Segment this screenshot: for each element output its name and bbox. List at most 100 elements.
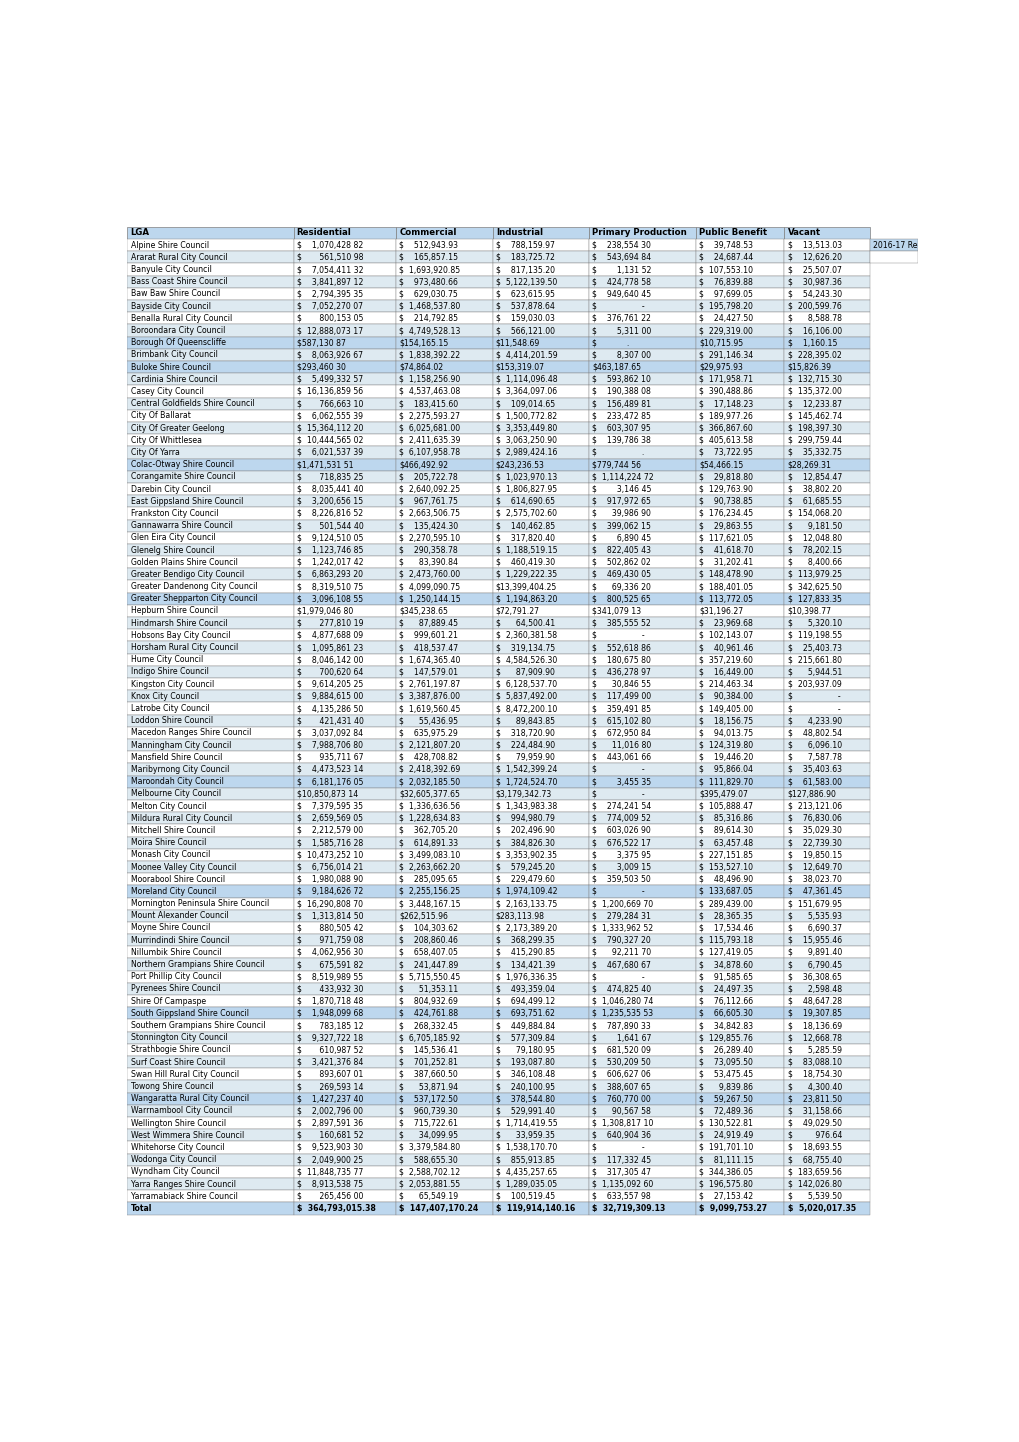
- Text: $                  -: $ -: [592, 1144, 644, 1152]
- Bar: [293, 861, 395, 872]
- Text: $    61,685.55: $ 61,685.55: [787, 496, 841, 506]
- Bar: [695, 763, 784, 776]
- Bar: [784, 825, 869, 836]
- Bar: [784, 581, 869, 593]
- Text: Mildura Rural City Council: Mildura Rural City Council: [130, 813, 231, 823]
- Text: $    24,687.44: $ 24,687.44: [698, 252, 753, 262]
- Bar: [492, 617, 589, 629]
- Bar: [127, 1069, 293, 1080]
- Text: $      65,549.19: $ 65,549.19: [399, 1191, 459, 1201]
- Text: Indigo Shire Council: Indigo Shire Council: [130, 668, 208, 676]
- Text: $  1,188,519.15: $ 1,188,519.15: [495, 545, 556, 555]
- Text: $       610,987 52: $ 610,987 52: [297, 1045, 363, 1054]
- Text: Yarra Ranges Shire Council: Yarra Ranges Shire Council: [130, 1180, 235, 1188]
- Text: $    672,950 84: $ 672,950 84: [592, 728, 650, 737]
- Bar: [293, 593, 395, 604]
- Bar: [293, 751, 395, 763]
- Bar: [293, 1019, 395, 1031]
- Text: Vacant: Vacant: [787, 228, 820, 238]
- Text: $    27,153.42: $ 27,153.42: [698, 1191, 752, 1201]
- Bar: [293, 385, 395, 398]
- Bar: [589, 702, 695, 715]
- Text: $    73,095.50: $ 73,095.50: [698, 1057, 752, 1067]
- Bar: [589, 1129, 695, 1142]
- Bar: [589, 763, 695, 776]
- Bar: [589, 360, 695, 373]
- Bar: [293, 495, 395, 508]
- Text: $10,850,873 14: $10,850,873 14: [297, 789, 358, 799]
- Bar: [589, 1044, 695, 1056]
- Bar: [695, 434, 784, 447]
- Bar: [127, 849, 293, 861]
- Text: $395,479.07: $395,479.07: [698, 789, 747, 799]
- Text: $  133,687.05: $ 133,687.05: [698, 887, 752, 895]
- Text: $      53,871.94: $ 53,871.94: [399, 1082, 459, 1092]
- Bar: [492, 447, 589, 459]
- Bar: [589, 1069, 695, 1080]
- Text: $  130,522.81: $ 130,522.81: [698, 1119, 752, 1128]
- Bar: [492, 738, 589, 751]
- Bar: [492, 264, 589, 275]
- Bar: [589, 1118, 695, 1129]
- Text: $  113,979.25: $ 113,979.25: [787, 570, 841, 578]
- Text: $    8,319,510 75: $ 8,319,510 75: [297, 583, 363, 591]
- Bar: [127, 398, 293, 410]
- Text: $    368,299.35: $ 368,299.35: [495, 936, 554, 945]
- Bar: [395, 800, 492, 812]
- Bar: [784, 872, 869, 885]
- Text: $                  -: $ -: [592, 766, 644, 774]
- Text: $  2,270,595.10: $ 2,270,595.10: [399, 534, 461, 542]
- Text: $      87,909.90: $ 87,909.90: [495, 668, 554, 676]
- Text: $    238,554 30: $ 238,554 30: [592, 241, 650, 249]
- Bar: [395, 373, 492, 385]
- Text: $  2,588,702.12: $ 2,588,702.12: [399, 1168, 461, 1177]
- Text: $  6,128,537.70: $ 6,128,537.70: [495, 679, 556, 689]
- Text: $    8,046,142 00: $ 8,046,142 00: [297, 655, 363, 665]
- Text: $  1,114,224 72: $ 1,114,224 72: [592, 473, 653, 482]
- Bar: [695, 617, 784, 629]
- Bar: [589, 1142, 695, 1154]
- Bar: [492, 1178, 589, 1190]
- Bar: [695, 642, 784, 653]
- Bar: [293, 1031, 395, 1044]
- Text: $    12,649.70: $ 12,649.70: [787, 862, 841, 871]
- Text: $    319,134.75: $ 319,134.75: [495, 643, 554, 652]
- Bar: [293, 872, 395, 885]
- Text: $       893,607 01: $ 893,607 01: [297, 1070, 363, 1079]
- Text: Greater Dandenong City Council: Greater Dandenong City Council: [130, 583, 257, 591]
- Text: Stonnington City Council: Stonnington City Council: [130, 1034, 227, 1043]
- Text: $  132,715.30: $ 132,715.30: [787, 375, 841, 384]
- Text: $  127,419.05: $ 127,419.05: [698, 947, 752, 957]
- Text: $  2,275,593.27: $ 2,275,593.27: [399, 411, 460, 421]
- Text: $    3,200,656 15: $ 3,200,656 15: [297, 496, 363, 506]
- Bar: [293, 336, 395, 349]
- Text: Glenelg Shire Council: Glenelg Shire Council: [130, 545, 214, 555]
- Bar: [589, 459, 695, 470]
- Bar: [784, 1178, 869, 1190]
- Bar: [492, 1142, 589, 1154]
- Text: $    855,913.85: $ 855,913.85: [495, 1155, 554, 1164]
- Bar: [589, 568, 695, 581]
- Text: $  229,319.00: $ 229,319.00: [698, 326, 752, 335]
- Text: $      4,233.90: $ 4,233.90: [787, 717, 841, 725]
- Bar: [784, 921, 869, 934]
- Text: $    715,722.61: $ 715,722.61: [399, 1119, 458, 1128]
- Text: $    973,480.66: $ 973,480.66: [399, 277, 458, 287]
- Bar: [395, 593, 492, 604]
- Bar: [293, 666, 395, 678]
- Bar: [127, 921, 293, 934]
- Bar: [395, 532, 492, 544]
- Text: Macedon Ranges Shire Council: Macedon Ranges Shire Council: [130, 728, 251, 737]
- Text: $    8,226,816 52: $ 8,226,816 52: [297, 509, 363, 518]
- Bar: [492, 1056, 589, 1069]
- Text: $    35,403.63: $ 35,403.63: [787, 766, 841, 774]
- Text: $    800,525 65: $ 800,525 65: [592, 594, 650, 603]
- Text: $  2,360,381.58: $ 2,360,381.58: [495, 630, 556, 640]
- Bar: [492, 653, 589, 666]
- Bar: [589, 264, 695, 275]
- Bar: [589, 678, 695, 691]
- Text: $    34,842.83: $ 34,842.83: [698, 1021, 752, 1030]
- Text: $54,466.15: $54,466.15: [698, 460, 743, 469]
- Text: Hepburn Shire Council: Hepburn Shire Council: [130, 607, 218, 616]
- Text: $153,319.07: $153,319.07: [495, 362, 544, 372]
